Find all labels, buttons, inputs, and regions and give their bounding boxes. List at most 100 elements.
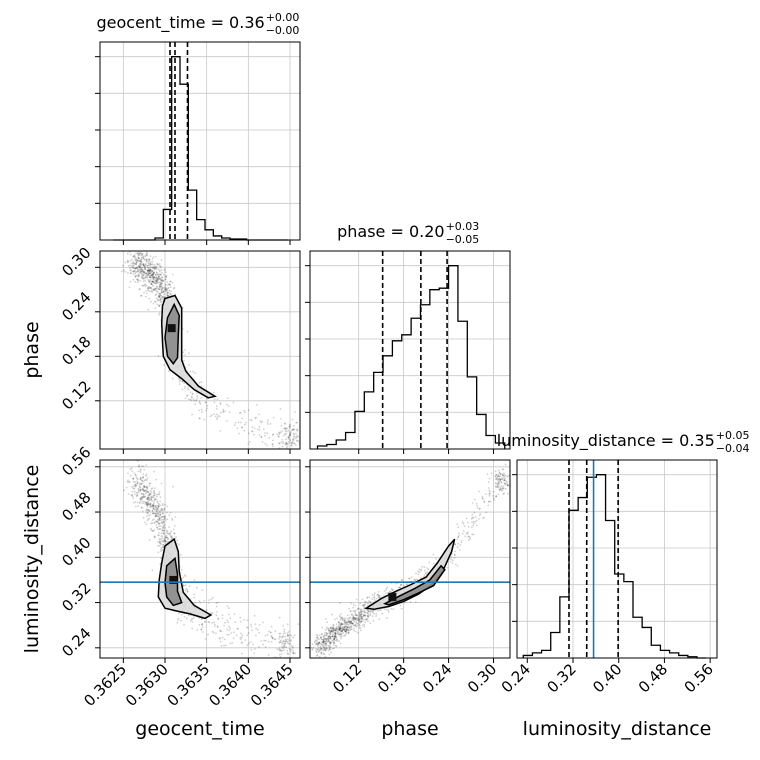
scatter-point	[133, 257, 136, 259]
scatter-point	[328, 645, 331, 647]
scatter-point	[353, 616, 356, 619]
scatter-point	[149, 504, 152, 506]
scatter-point	[292, 437, 295, 440]
scatter-point	[154, 506, 157, 509]
scatter-point	[294, 449, 296, 451]
scatter-point	[176, 540, 178, 542]
scatter-point	[158, 304, 160, 307]
scatter-point	[154, 277, 156, 280]
scatter-point	[500, 481, 503, 484]
scatter-point	[133, 244, 135, 246]
scatter-point	[152, 271, 155, 273]
scatter-point	[311, 647, 314, 650]
scatter-point	[401, 579, 404, 582]
scatter-point	[268, 436, 271, 439]
scatter-point	[145, 272, 148, 275]
scatter-point	[288, 637, 291, 639]
scatter-point	[154, 267, 156, 269]
scatter-point	[155, 266, 158, 269]
scatter-point	[150, 269, 153, 272]
scatter-point	[383, 608, 386, 610]
scatter-point	[351, 622, 354, 625]
scatter-point	[315, 650, 318, 652]
scatter-point	[184, 385, 187, 388]
scatter-point	[322, 648, 325, 651]
scatter-point	[215, 408, 218, 410]
scatter-point	[507, 474, 510, 477]
scatter-point	[284, 658, 286, 660]
scatter-point	[158, 541, 161, 543]
scatter-point	[145, 284, 148, 287]
scatter-point	[135, 263, 138, 266]
scatter-point	[350, 614, 353, 616]
scatter-point	[154, 536, 156, 538]
scatter-point	[157, 295, 160, 297]
scatter-point	[152, 492, 155, 494]
scatter-point	[159, 514, 162, 517]
scatter-point	[156, 299, 159, 302]
scatter-point	[328, 648, 331, 650]
scatter-point	[345, 629, 348, 632]
scatter-point	[456, 538, 459, 541]
scatter-point	[186, 395, 188, 398]
scatter-point	[160, 550, 162, 552]
scatter-point	[338, 628, 341, 631]
scatter-point	[162, 546, 165, 549]
scatter-point	[284, 646, 286, 649]
scatter-point	[269, 631, 272, 633]
scatter-point	[402, 584, 405, 587]
scatter-point	[151, 569, 154, 572]
scatter-point	[134, 259, 137, 262]
scatter-point	[333, 627, 335, 630]
scatter-point	[328, 637, 331, 639]
scatter-point	[498, 482, 501, 485]
scatter-point	[336, 632, 339, 635]
scatter-point	[264, 442, 267, 445]
scatter-point	[148, 272, 151, 275]
scatter-point	[144, 279, 146, 282]
scatter-point	[286, 447, 288, 449]
scatter-point	[158, 269, 161, 271]
scatter-point	[324, 640, 327, 643]
scatter-point	[150, 279, 152, 281]
scatter-point	[321, 647, 323, 650]
scatter-point	[334, 632, 337, 634]
scatter-point	[352, 615, 355, 618]
scatter-point	[414, 579, 417, 582]
scatter-point	[149, 496, 151, 499]
scatter-point	[329, 633, 332, 636]
scatter-point	[129, 264, 132, 267]
scatter-point	[161, 521, 163, 524]
scatter-point	[333, 637, 336, 640]
scatter-point	[329, 630, 332, 633]
scatter-point	[291, 440, 294, 443]
scatter-point	[227, 633, 230, 636]
scatter-point	[147, 503, 150, 506]
scatter-point	[234, 421, 237, 424]
scatter-point	[403, 601, 406, 604]
scatter-point	[317, 642, 320, 645]
scatter-point	[366, 614, 369, 617]
scatter-point	[143, 266, 146, 269]
scatter-point	[278, 641, 281, 644]
scatter-point	[140, 252, 143, 255]
scatter-point	[418, 568, 421, 570]
scatter-point	[287, 435, 290, 438]
scatter-point	[167, 532, 169, 535]
scatter-point	[182, 584, 185, 587]
scatter-point	[260, 435, 263, 438]
scatter-point	[420, 568, 423, 571]
scatter-point	[126, 481, 129, 484]
scatter-point	[152, 276, 155, 278]
scatter-point	[279, 649, 282, 651]
scatter-point	[371, 610, 374, 613]
scatter-point	[387, 609, 390, 611]
scatter-point	[157, 502, 160, 505]
scatter-point	[147, 288, 149, 291]
scatter-point	[128, 264, 130, 267]
scatter-point	[356, 608, 359, 611]
scatter-point	[128, 286, 131, 289]
scatter-point	[153, 494, 156, 497]
scatter-point	[155, 514, 157, 517]
histogram-phase	[305, 250, 511, 454]
